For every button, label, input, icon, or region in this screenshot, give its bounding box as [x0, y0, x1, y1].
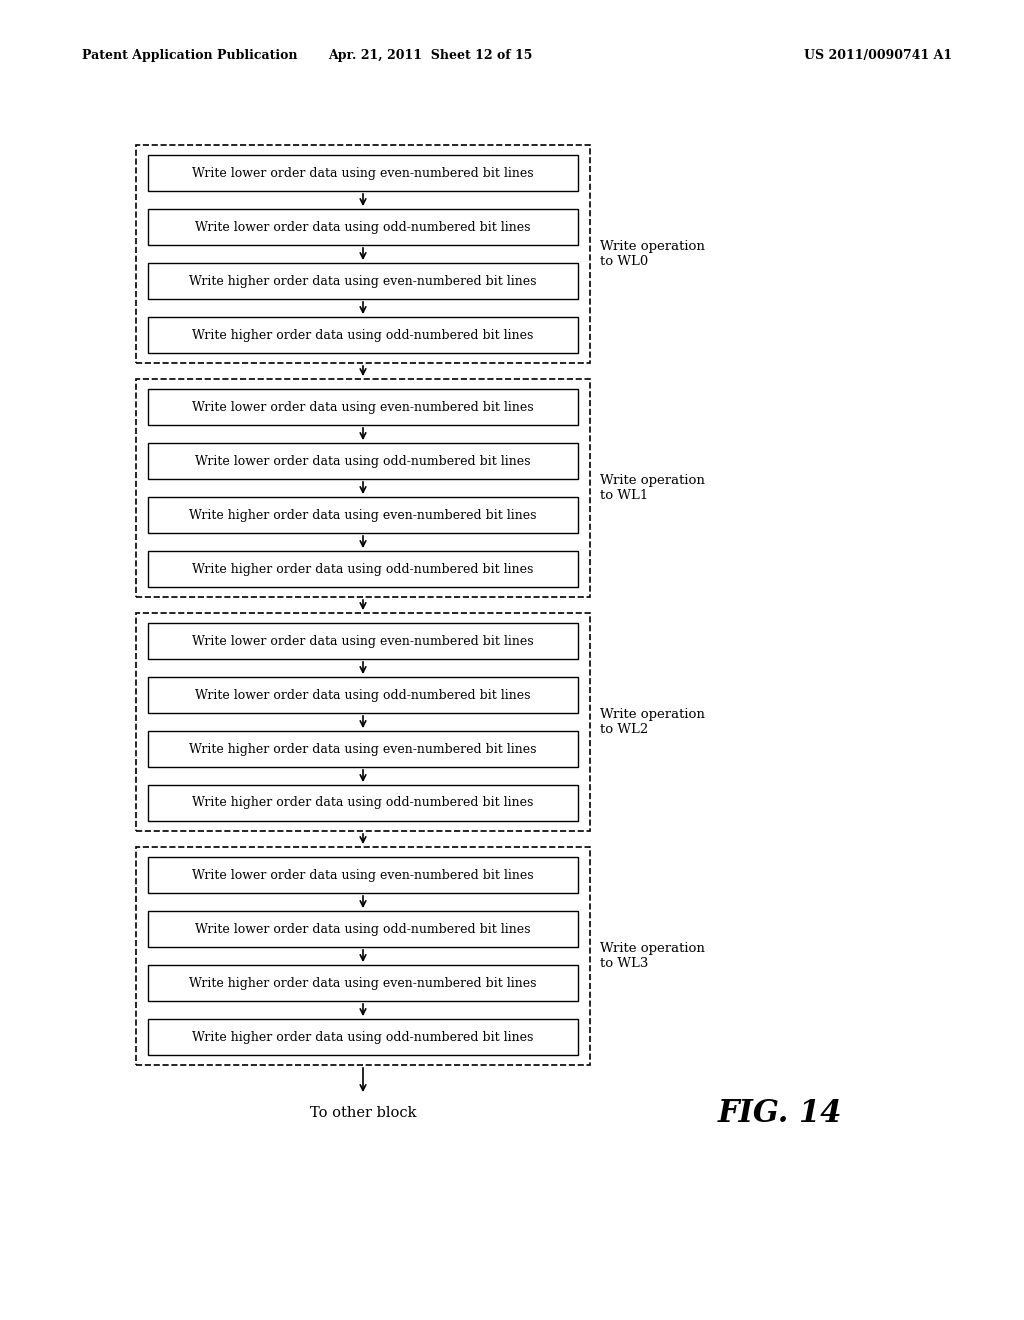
- Text: Write lower order data using odd-numbered bit lines: Write lower order data using odd-numbere…: [196, 454, 530, 467]
- Text: Apr. 21, 2011  Sheet 12 of 15: Apr. 21, 2011 Sheet 12 of 15: [328, 49, 532, 62]
- Bar: [148, 677, 578, 713]
- Text: Write higher order data using even-numbered bit lines: Write higher order data using even-numbe…: [189, 742, 537, 755]
- Bar: [148, 389, 578, 425]
- Text: Write operation
to WL3: Write operation to WL3: [600, 942, 705, 970]
- Bar: [148, 317, 578, 352]
- Text: Write higher order data using odd-numbered bit lines: Write higher order data using odd-number…: [193, 796, 534, 809]
- Text: Write lower order data using even-numbered bit lines: Write lower order data using even-number…: [193, 635, 534, 648]
- Text: Write higher order data using even-numbered bit lines: Write higher order data using even-numbe…: [189, 977, 537, 990]
- Bar: [148, 623, 578, 659]
- Bar: [148, 731, 578, 767]
- Bar: [136, 145, 590, 363]
- Bar: [136, 847, 590, 1065]
- Text: Write lower order data using odd-numbered bit lines: Write lower order data using odd-numbere…: [196, 689, 530, 701]
- Bar: [148, 263, 578, 300]
- Bar: [148, 550, 578, 587]
- Bar: [148, 154, 578, 191]
- Text: Write lower order data using odd-numbered bit lines: Write lower order data using odd-numbere…: [196, 220, 530, 234]
- Text: Patent Application Publication: Patent Application Publication: [82, 49, 297, 62]
- Text: Write lower order data using even-numbered bit lines: Write lower order data using even-number…: [193, 166, 534, 180]
- Bar: [148, 965, 578, 1001]
- Text: Write lower order data using even-numbered bit lines: Write lower order data using even-number…: [193, 400, 534, 413]
- Bar: [136, 379, 590, 597]
- Bar: [148, 1019, 578, 1055]
- Text: FIG. 14: FIG. 14: [718, 1097, 843, 1129]
- Text: Write operation
to WL1: Write operation to WL1: [600, 474, 705, 502]
- Bar: [148, 911, 578, 946]
- Text: Write lower order data using odd-numbered bit lines: Write lower order data using odd-numbere…: [196, 923, 530, 936]
- Text: Write higher order data using odd-numbered bit lines: Write higher order data using odd-number…: [193, 1031, 534, 1044]
- Bar: [148, 785, 578, 821]
- Text: US 2011/0090741 A1: US 2011/0090741 A1: [804, 49, 952, 62]
- Text: Write operation
to WL2: Write operation to WL2: [600, 708, 705, 737]
- Text: To other block: To other block: [309, 1106, 416, 1119]
- Text: Write higher order data using even-numbered bit lines: Write higher order data using even-numbe…: [189, 275, 537, 288]
- Bar: [136, 612, 590, 832]
- Bar: [148, 498, 578, 533]
- Bar: [148, 209, 578, 246]
- Text: Write lower order data using even-numbered bit lines: Write lower order data using even-number…: [193, 869, 534, 882]
- Bar: [148, 857, 578, 894]
- Text: Write higher order data using odd-numbered bit lines: Write higher order data using odd-number…: [193, 562, 534, 576]
- Text: Write higher order data using odd-numbered bit lines: Write higher order data using odd-number…: [193, 329, 534, 342]
- Text: Write operation
to WL0: Write operation to WL0: [600, 240, 705, 268]
- Text: Write higher order data using even-numbered bit lines: Write higher order data using even-numbe…: [189, 508, 537, 521]
- Bar: [148, 444, 578, 479]
